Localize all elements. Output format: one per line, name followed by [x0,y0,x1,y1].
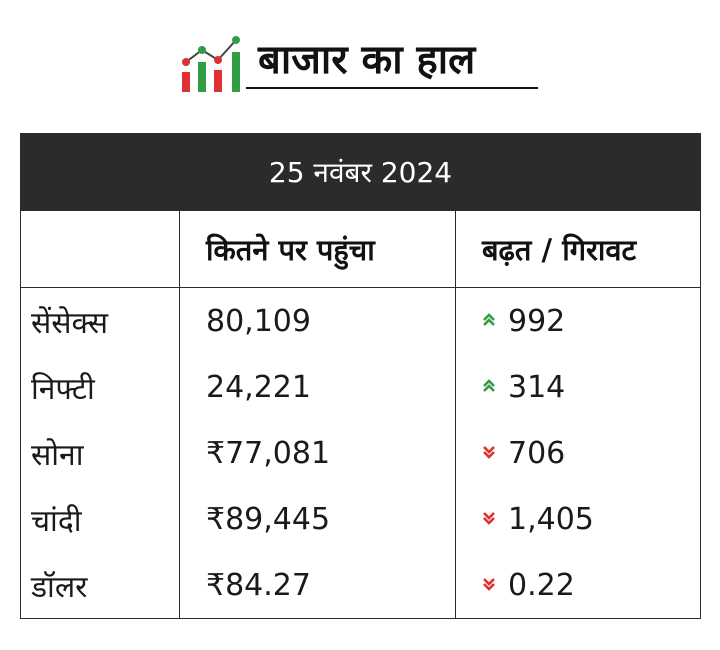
table-row: सोना ₹77,081 706 [20,420,702,486]
row-name: सोना [20,420,180,486]
double-chevron-down-icon [483,511,495,525]
row-change: 1,405 [454,486,702,552]
page-title: बाजार का हाल [258,37,476,83]
market-table: 25 नवंबर 2024 कितने पर पहुंचा बढ़त / गिर… [19,133,702,619]
row-change-value: 1,405 [508,502,594,537]
row-change: 314 [454,354,702,420]
row-change: 992 [454,287,702,354]
column-header-name [20,210,180,288]
table-row: सेंसेक्स 80,109 992 [20,287,702,354]
double-chevron-down-icon [483,577,495,591]
double-chevron-up-icon [483,378,495,392]
row-name: डॉलर [20,552,180,619]
table-row: निफ्टी 24,221 314 [20,354,702,420]
row-name: सेंसेक्स [20,287,180,354]
table-date: 25 नवंबर 2024 [19,133,702,211]
row-value: ₹89,445 [179,486,456,552]
table-row: चांदी ₹89,445 1,405 [20,486,702,552]
row-name: चांदी [20,486,180,552]
page-header: बाजार का हाल [0,28,720,98]
row-change: 706 [454,420,702,486]
table-row: डॉलर ₹84.27 0.22 [20,552,702,619]
double-chevron-down-icon [483,445,495,459]
row-change: 0.22 [454,552,702,619]
row-change-value: 314 [508,370,566,405]
row-value: ₹84.27 [179,552,456,619]
date-row: 25 नवंबर 2024 [19,133,702,211]
market-chart-icon [182,36,240,92]
column-header-value: कितने पर पहुंचा [179,210,456,288]
row-change-value: 992 [508,304,566,339]
row-change-value: 706 [508,436,566,471]
title-underline [246,87,538,89]
row-value: ₹77,081 [179,420,456,486]
row-name: निफ्टी [20,354,180,420]
row-change-value: 0.22 [508,568,575,603]
double-chevron-up-icon [483,312,495,326]
column-header-change: बढ़त / गिरावट [454,210,702,288]
row-value: 24,221 [179,354,456,420]
row-value: 80,109 [179,287,456,354]
column-header-row: कितने पर पहुंचा बढ़त / गिरावट [20,210,702,288]
